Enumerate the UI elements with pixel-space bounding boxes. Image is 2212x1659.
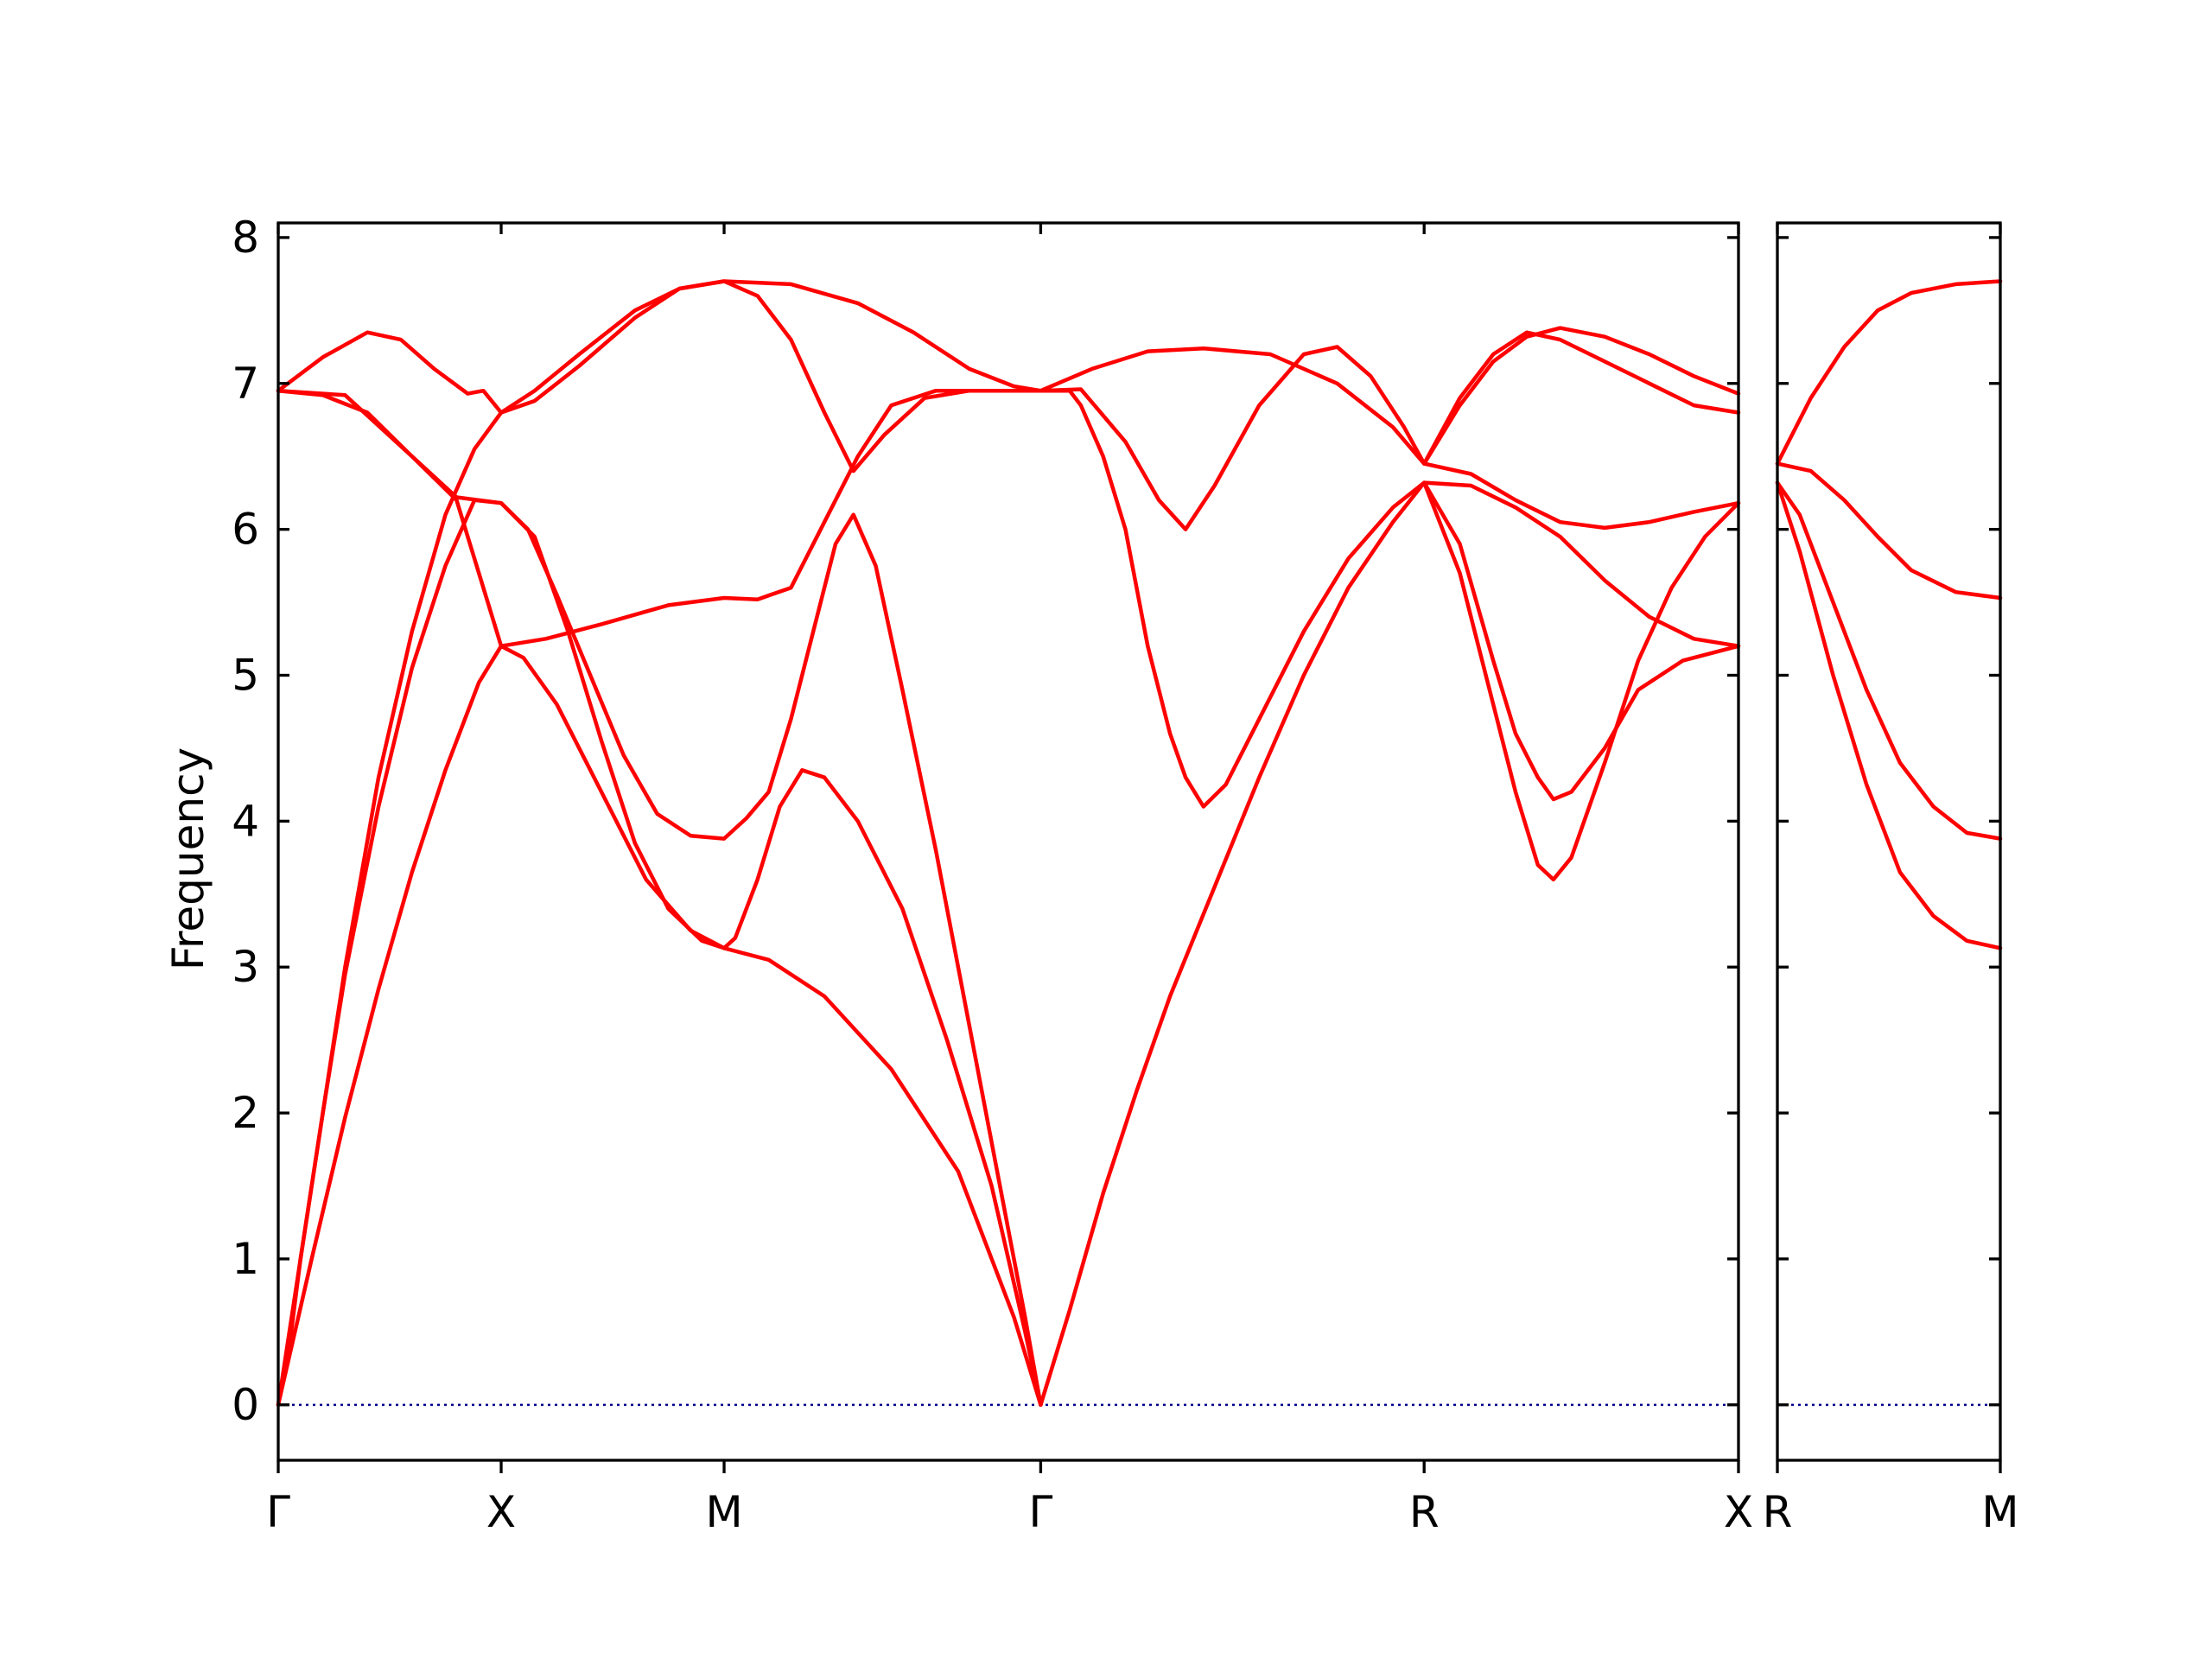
y-tick-label: 4 [232,796,259,846]
band-8 [1421,480,1741,648]
main-plot-panel: 0 1 2 3 4 5 6 7 8 Γ X M Γ R X [232,213,1753,1537]
y-tick-label: 1 [232,1234,259,1284]
band-5 [276,346,1741,648]
band-3 [276,388,1043,1408]
band-1 [1775,279,2003,466]
y-tick-label: 3 [232,942,259,992]
x-tick-label: Γ [266,1487,290,1537]
band-9 [1421,326,1741,466]
x-tick-label: R [1409,1487,1440,1537]
y-tick-label: 7 [232,359,259,409]
x-tick-label: Γ [1028,1487,1052,1537]
band-3 [1775,480,2003,841]
band-6 [276,279,1741,1408]
axis-frame [276,221,1740,1462]
y-tick-label: 5 [232,650,259,700]
x-tick-label: M [705,1487,742,1537]
x-tick-label: X [486,1487,516,1537]
band-1 [276,644,1043,1408]
x-tick-label: R [1763,1487,1793,1537]
y-tick-label: 6 [232,505,259,555]
band-2 [1775,461,2003,601]
y-tick-label: 2 [232,1088,259,1138]
x-tick-label: M [1981,1487,2018,1537]
band-2 [276,498,1043,1408]
y-tick-label: 0 [232,1380,259,1430]
axis-frame [1776,221,2002,1462]
y-axis-label: Frequency [163,747,213,970]
band-7 [1039,480,1741,1408]
y-tick-label: 8 [232,213,259,263]
band-4 [1775,480,2003,950]
band-4 [276,279,1741,531]
x-tick-label: X [1724,1487,1753,1537]
